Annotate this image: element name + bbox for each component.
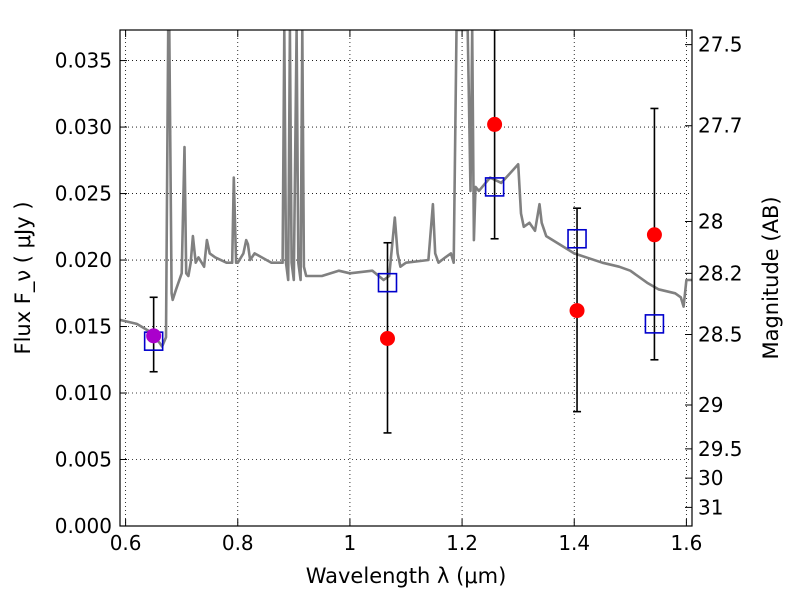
y-tick-label: 0.000 xyxy=(55,514,112,538)
grid-layer xyxy=(120,30,692,526)
right-tick-label: 29 xyxy=(698,393,723,417)
y-tick-label: 0.005 xyxy=(55,448,112,472)
x-tick-label: 1.6 xyxy=(670,531,702,555)
x-axis-label: Wavelength λ (μm) xyxy=(306,564,507,588)
x-tick-label: 1.2 xyxy=(446,531,478,555)
x-tick-label: 0.6 xyxy=(110,531,142,555)
model-photometry-square xyxy=(644,314,665,334)
observed-flux-point xyxy=(646,227,662,243)
model-photometry-square xyxy=(567,228,587,249)
y-tick-label: 0.020 xyxy=(55,248,112,272)
y-tick-label: 0.015 xyxy=(55,315,112,339)
y-tick-label: 0.025 xyxy=(55,182,112,206)
observed-flux-point xyxy=(379,331,395,347)
y-axis-label: Flux F_ν ( μJy ) xyxy=(11,201,36,354)
model-photometry-square xyxy=(484,177,505,197)
model-photometry-square xyxy=(377,272,398,293)
right-axis-label: Magnitude (AB) xyxy=(759,196,783,359)
y-tick-label: 0.010 xyxy=(55,381,112,405)
right-tick-label: 30 xyxy=(698,466,723,490)
right-tick-label: 27.5 xyxy=(698,33,743,57)
right-tick-label: 29.5 xyxy=(698,437,743,461)
x-tick-label: 1 xyxy=(344,531,357,555)
y-tick-label: 0.030 xyxy=(55,115,112,139)
x-tick-label: 1.4 xyxy=(558,531,590,555)
right-tick-label: 28.2 xyxy=(698,261,743,285)
right-tick-label: 28.5 xyxy=(698,323,743,347)
right-tick-label: 28 xyxy=(698,209,723,233)
observed-flux-point xyxy=(146,328,162,344)
plot-frame xyxy=(119,29,693,527)
observed-flux-point xyxy=(487,116,503,132)
observed-flux-point xyxy=(569,303,585,319)
right-tick-label: 27.7 xyxy=(698,114,743,138)
tick-layer: 0.6 0.8 1 1.2 1.4 1.6 0.000 0.005 0.010 0.015 0.02… xyxy=(55,30,743,555)
right-tick-label: 31 xyxy=(698,495,723,519)
data-layer xyxy=(120,30,692,434)
model-spectrum-line xyxy=(120,30,692,348)
y-tick-label: 0.035 xyxy=(55,49,112,73)
x-tick-label: 0.8 xyxy=(222,531,254,555)
